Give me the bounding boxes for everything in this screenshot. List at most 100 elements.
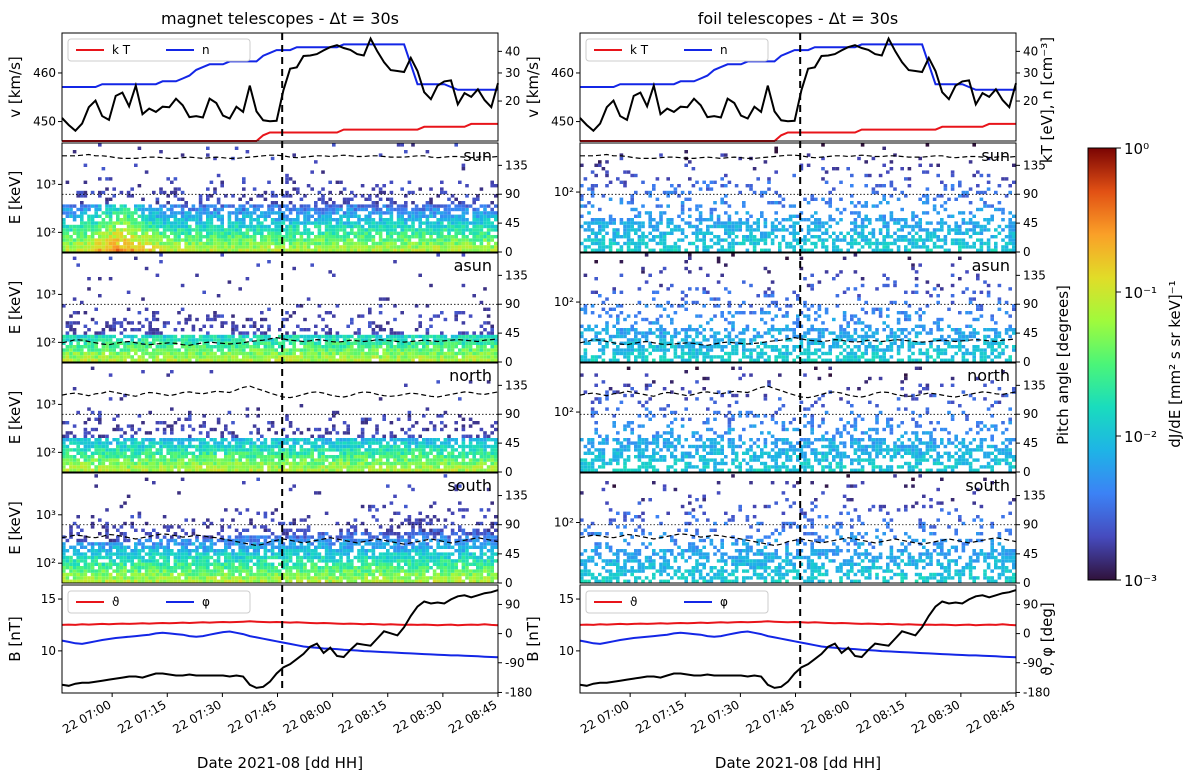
spectrogram-cell [148, 224, 152, 229]
spectrogram-cell [458, 204, 462, 208]
spectrogram-cell [440, 311, 444, 315]
spectrogram-cell [191, 324, 196, 328]
spectrogram-cell [483, 451, 487, 455]
spectrogram-cell [141, 461, 145, 466]
spectrogram-cell [432, 211, 437, 215]
spectrogram-cell [166, 345, 170, 349]
spectrogram-cell [260, 245, 264, 249]
spectrogram-cell [458, 218, 462, 222]
spectrogram-cell [112, 187, 116, 191]
spectrogram-cell [486, 245, 491, 249]
spectrogram-cell [429, 245, 433, 249]
spectrogram-cell [328, 441, 332, 445]
spectrogram-cell [105, 468, 109, 472]
spectrogram-cell [152, 231, 156, 235]
spectrogram-cell [195, 559, 199, 563]
spectrogram-cell [371, 241, 376, 246]
spectrogram-cell [116, 424, 120, 428]
spectrogram-cell [170, 207, 174, 212]
spectrogram-cell [94, 345, 98, 349]
spectrogram-cell [324, 355, 329, 359]
spectrogram-cell [274, 224, 278, 229]
spectrogram-cell [130, 355, 134, 359]
spectrogram-cell [105, 549, 109, 553]
spectrogram-cell [69, 441, 73, 445]
spectrogram-cell [90, 458, 95, 462]
spectrogram-cell [339, 458, 343, 462]
spectrogram-cell [425, 351, 430, 356]
spectrogram-cell [177, 235, 181, 239]
top-series-1 [62, 43, 498, 91]
spectrogram-cell [281, 351, 286, 356]
spectrogram-cell [386, 231, 390, 235]
spectrogram-cell [134, 455, 138, 459]
spectrogram-cell [216, 207, 221, 212]
spectrogram-cell [378, 324, 383, 328]
spectrogram-cell [101, 224, 106, 229]
spectrogram-cell [400, 187, 404, 191]
spectrogram-cell [252, 324, 257, 328]
spectrogram-cell [472, 294, 476, 298]
spectrogram-cell [216, 579, 221, 583]
spectrogram-cell [483, 455, 487, 459]
spectrogram-cell [184, 358, 188, 362]
spectrogram-cell [486, 248, 491, 252]
spectrogram-cell [357, 334, 361, 339]
spectrogram-cell [432, 241, 437, 246]
spectrogram-cell [112, 461, 116, 466]
spectrogram-cell [472, 224, 476, 229]
spectrogram-cell [166, 528, 170, 532]
spectrogram-cell [422, 438, 426, 442]
spectrogram-cell [141, 345, 145, 349]
spectrogram-cell [389, 204, 394, 208]
spectrogram-cell [357, 355, 361, 359]
spectrogram-cell [90, 231, 95, 235]
spectrogram-cell [69, 341, 73, 345]
spectrogram-cell [249, 241, 253, 246]
spectrogram-cell [245, 238, 250, 242]
spectrogram-cell [101, 231, 106, 235]
spectrogram-cell [87, 351, 91, 356]
spectrogram-cell [303, 338, 307, 342]
spectrogram-cell [69, 461, 73, 466]
spectrogram-cell [252, 451, 257, 455]
spectrogram-cell [288, 465, 293, 469]
spectrogram-cell [238, 351, 242, 356]
spectrogram-cell [224, 468, 228, 472]
spectrogram-cell [198, 218, 203, 222]
spectrogram-cell [119, 562, 124, 566]
spectrogram-cell [249, 358, 253, 362]
spectrogram-cell [195, 317, 199, 322]
spectrogram-cell [159, 448, 163, 452]
spectrogram-cell [101, 441, 106, 445]
spectrogram-cell [130, 438, 134, 442]
spectrogram-cell [177, 535, 181, 539]
spectrogram-cell [317, 224, 322, 229]
spectrogram-cell [360, 184, 365, 188]
spectrogram-cell [98, 458, 102, 462]
spectrogram-cell [350, 317, 354, 322]
spectrogram-cell [195, 221, 199, 225]
spectrogram-cell [440, 211, 444, 215]
spectrogram-cell [231, 211, 235, 215]
spectrogram-cell [234, 552, 239, 556]
spectrogram-cell [364, 197, 368, 201]
spectrogram-cell [288, 224, 293, 229]
spectrogram-cell [310, 455, 314, 459]
spectrogram-cell [350, 468, 354, 472]
spectrogram-cell [148, 572, 152, 577]
spectrogram-cell [256, 538, 260, 543]
spectrogram-cell [292, 545, 296, 549]
spectrogram-cell [360, 194, 365, 198]
spectrogram-cell [213, 351, 217, 356]
spectrogram-cell [263, 515, 268, 519]
spectrogram-cell [418, 273, 422, 277]
spectrogram-cell [159, 455, 163, 459]
spectrogram-cell [429, 341, 433, 345]
spectrogram-cell [360, 427, 365, 432]
spectrogram-cell [306, 427, 311, 432]
spectrogram-cell [173, 221, 178, 225]
spectrogram-cell [116, 427, 120, 432]
spectrogram-cell [184, 461, 188, 466]
spectrogram-cell [461, 461, 466, 466]
